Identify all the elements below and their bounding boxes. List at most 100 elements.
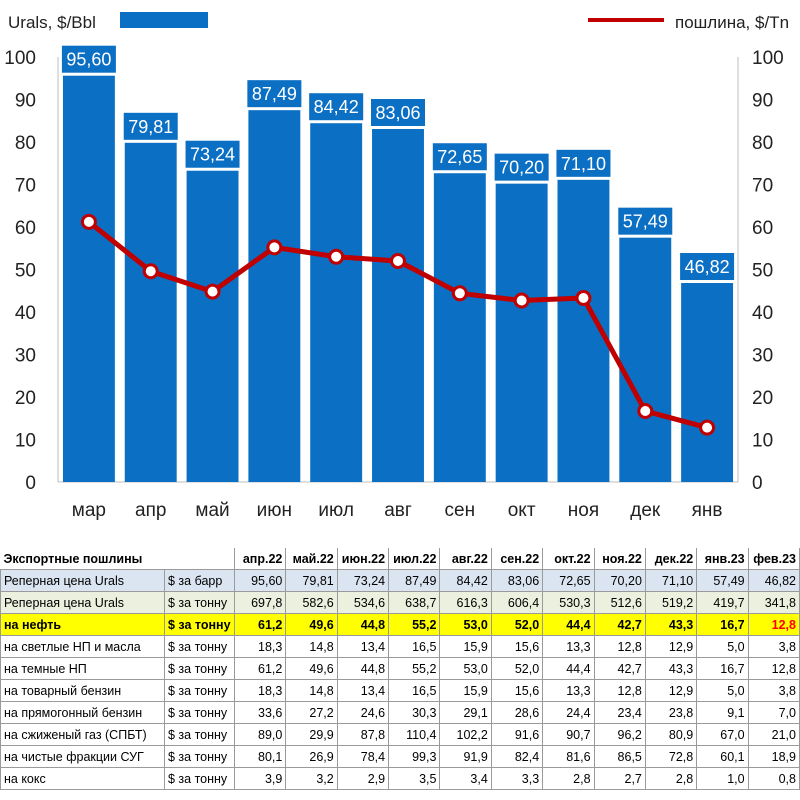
x-tick-label: май: [195, 500, 229, 520]
table-cell: 46,82: [747, 569, 800, 592]
table-cell: 82,4: [490, 745, 544, 768]
bar-data-label: 87,49: [252, 84, 297, 104]
y2-tick-label: 10: [752, 431, 773, 452]
table-cell: 3,3: [490, 767, 544, 790]
table-cell: 96,2: [593, 723, 646, 746]
table-cell: 86,5: [593, 745, 646, 768]
y2-tick-label: 20: [752, 388, 773, 409]
table-cell: 91,6: [490, 723, 544, 746]
table-row: на нефть $ за тонну 61,2 49,6 44,8 55,2 53,0 52…: [0, 613, 800, 636]
table-cell: 102,2: [439, 723, 492, 746]
y-tick-label: 90: [15, 91, 36, 112]
x-tick-label: янв: [692, 500, 723, 520]
table-row: Реперная цена Urals $ за барр 95,60 79,81 73…: [0, 569, 800, 592]
table-row: на кокс $ за тонну 3,9 3,2 2,9 3,5 3,4 3,3 2,8 2,…: [0, 767, 800, 790]
table-cell: 49,6: [285, 657, 338, 680]
y2-tick-label: 80: [752, 133, 773, 154]
table-cell: 16,5: [388, 635, 441, 658]
chart-legend: Urals, $/Bbl пошлина, $/Tn: [8, 12, 789, 32]
table-cell: 616,3: [439, 591, 492, 614]
row-unit: $ за тонну: [163, 635, 236, 658]
bar-label-box: [123, 112, 178, 140]
bar-label-box: [371, 98, 425, 126]
x-tick-label: сен: [445, 500, 476, 520]
table-cell: 18,3: [234, 635, 287, 658]
table-cell: 44,4: [542, 657, 595, 680]
table-cell: 83,06: [490, 569, 544, 592]
bar-data-label: 46,82: [685, 257, 730, 277]
table-cell: 16,7: [696, 657, 749, 680]
y-tick-label: 70: [15, 176, 36, 197]
table-cell: 29,9: [285, 723, 338, 746]
table-cell: 3,8: [747, 635, 800, 658]
table-cell: 7,0: [747, 701, 800, 724]
table-cell: 55,2: [388, 613, 441, 636]
table-cell: 12,8: [593, 635, 646, 658]
table-cell: 15,9: [439, 679, 492, 702]
table-row: на товарный бензин $ за тонну 18,3 14,8 13,4…: [0, 679, 800, 702]
y-tick-label: 60: [15, 218, 36, 239]
bar: [372, 128, 424, 482]
table-cell: 49,6: [285, 613, 338, 636]
table-cell: 52,0: [490, 613, 544, 636]
row-label: на кокс: [0, 767, 165, 790]
table-cell: 27,2: [285, 701, 338, 724]
table-cell: 18,9: [747, 745, 800, 768]
table-cell: 42,7: [593, 613, 646, 636]
table-cell: 3,4: [439, 767, 492, 790]
y2-tick-label: 30: [752, 346, 773, 367]
table-cell: 43,3: [644, 613, 698, 636]
y-tick-label: 20: [15, 388, 36, 409]
table-cell: 72,8: [644, 745, 698, 768]
duty-point: [266, 239, 283, 256]
x-tick-label: апр: [135, 500, 166, 520]
legend-label-urals: Urals, $/Bbl: [8, 13, 96, 32]
column-header: янв.23: [696, 548, 749, 570]
table-cell: 23,4: [593, 701, 646, 724]
row-label: Реперная цена Urals: [0, 569, 165, 592]
bar-data-label: 72,65: [437, 147, 482, 167]
row-label: на светлые НП и масла: [0, 635, 165, 658]
row-unit: $ за тонну: [163, 745, 236, 768]
table-row: на чистые фракции СУГ $ за тонну 80,1 26,9 7…: [0, 745, 800, 768]
table-row: на светлые НП и масла $ за тонну 18,3 14,8 1…: [0, 635, 800, 658]
table-cell: 12,8: [747, 613, 800, 636]
bar: [433, 173, 486, 483]
bar: [62, 75, 115, 482]
table-cell: 638,7: [388, 591, 441, 614]
row-unit: $ за тонну: [163, 679, 236, 702]
row-unit: $ за барр: [163, 569, 236, 592]
bar-label-box: [185, 140, 240, 168]
table-cell: 13,3: [542, 635, 595, 658]
table-cell: 57,49: [696, 569, 749, 592]
column-header: июл.22: [388, 548, 441, 570]
table-cell: 53,0: [439, 613, 492, 636]
y-tick-label: 80: [15, 133, 36, 154]
bar-label-box: [556, 149, 611, 177]
row-label: Реперная цена Urals: [0, 591, 165, 614]
row-label: на чистые фракции СУГ: [0, 745, 165, 768]
table-cell: 87,8: [336, 723, 390, 746]
table-cell: 61,2: [234, 613, 287, 636]
table-cell: 5,0: [696, 635, 749, 658]
x-tick-label: окт: [508, 500, 536, 520]
table-cell: 697,8: [234, 591, 287, 614]
table-cell: 3,9: [234, 767, 287, 790]
x-tick-label: ноя: [568, 500, 599, 520]
table-cell: 14,8: [285, 635, 338, 658]
duty-point: [637, 403, 654, 420]
column-header: фев.23: [747, 548, 800, 570]
table-cell: 28,6: [490, 701, 544, 724]
duty-point: [80, 213, 97, 230]
bar-label-box: [618, 207, 673, 235]
table-cell: 512,6: [593, 591, 646, 614]
y2-tick-label: 60: [752, 218, 773, 239]
row-unit: $ за тонну: [163, 657, 236, 680]
table-cell: 3,5: [388, 767, 441, 790]
table-cell: 89,0: [234, 723, 287, 746]
y2-tick-label: 0: [752, 473, 763, 494]
y-tick-label: 40: [15, 303, 36, 324]
table-cell: 99,3: [388, 745, 441, 768]
column-header: сен.22: [490, 548, 544, 570]
table-cell: 53,0: [439, 657, 492, 680]
